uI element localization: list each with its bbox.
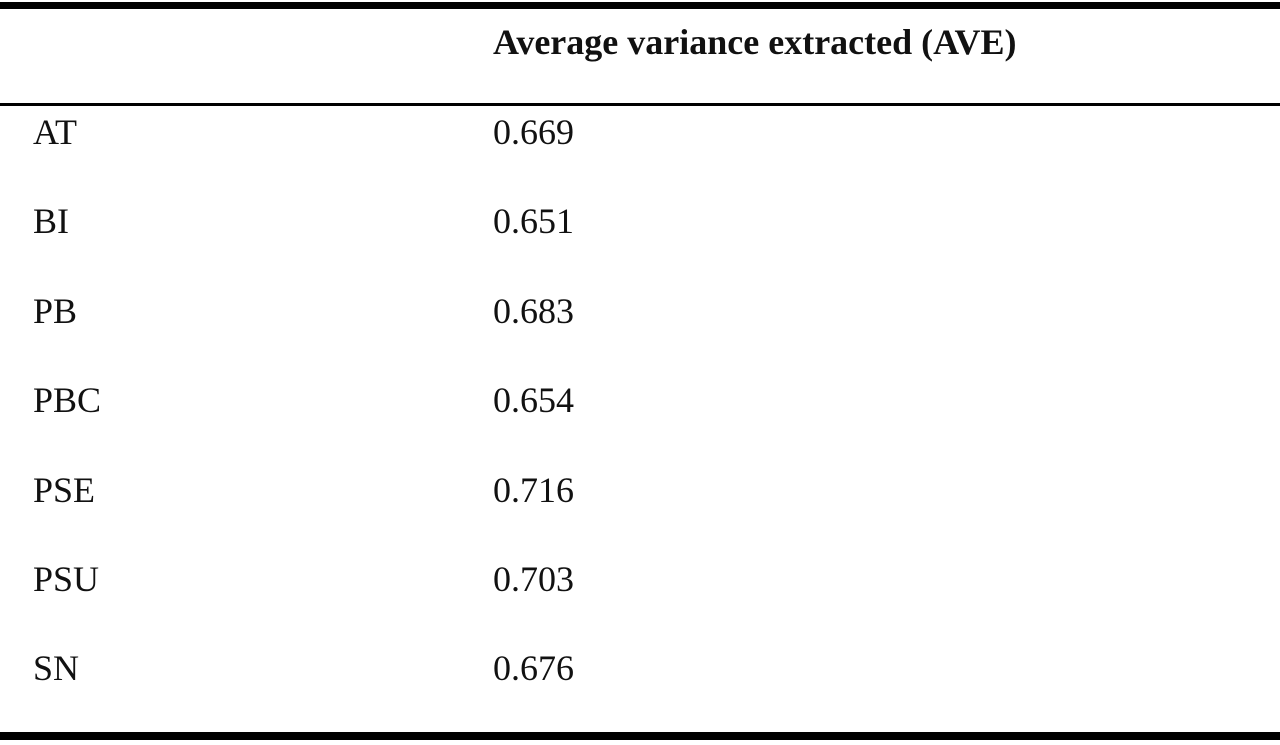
- table-row: AT 0.669: [0, 107, 1280, 157]
- table-header-rule: [0, 103, 1280, 106]
- ave-cell: 0.703: [493, 559, 574, 599]
- ave-cell: 0.654: [493, 380, 574, 420]
- construct-cell: AT: [33, 112, 77, 152]
- construct-cell: BI: [33, 201, 69, 241]
- column-header-ave: Average variance extracted (AVE): [493, 22, 1017, 62]
- construct-cell: PSU: [33, 559, 100, 599]
- table-top-rule: [0, 2, 1280, 9]
- ave-cell: 0.716: [493, 470, 574, 510]
- table-row: BI 0.651: [0, 196, 1280, 246]
- table-row: PSU 0.703: [0, 554, 1280, 604]
- ave-cell: 0.676: [493, 648, 574, 688]
- table-row: PSE 0.716: [0, 465, 1280, 515]
- table-row: PB 0.683: [0, 286, 1280, 336]
- ave-cell: 0.669: [493, 112, 574, 152]
- ave-cell: 0.683: [493, 291, 574, 331]
- construct-cell: PB: [33, 291, 78, 331]
- construct-cell: PBC: [33, 380, 102, 420]
- construct-cell: SN: [33, 648, 80, 688]
- table-row: PBC 0.654: [0, 375, 1280, 425]
- table-bottom-rule: [0, 732, 1280, 740]
- ave-cell: 0.651: [493, 201, 574, 241]
- construct-cell: PSE: [33, 470, 96, 510]
- table-row: SN 0.676: [0, 643, 1280, 693]
